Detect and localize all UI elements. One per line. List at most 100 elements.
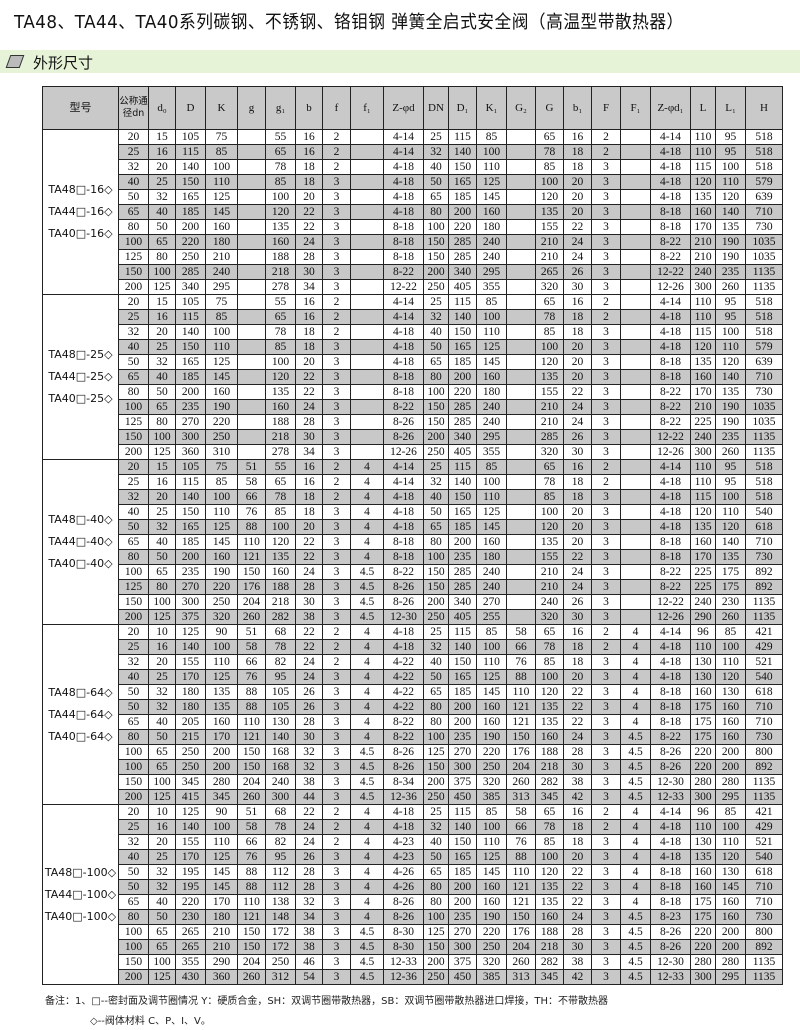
table-cell xyxy=(237,399,266,415)
table-cell xyxy=(620,264,651,280)
table-cell: 4.5 xyxy=(350,594,384,610)
table-cell: 82 xyxy=(265,654,296,670)
table-cell: 240 xyxy=(690,264,716,280)
table-cell: 165 xyxy=(448,174,477,190)
table-cell: 80 xyxy=(423,204,449,220)
column-header: D xyxy=(175,86,206,130)
table-cell: 42 xyxy=(563,969,592,985)
table-cell: 4 xyxy=(350,534,384,550)
table-row: 40 25 170 125 76 95 24 3 4 4-22 50 165 125 88 100 20 3 4 4… xyxy=(43,669,783,685)
model-cell: TA48□-64◇ TA44□-64◇ TA40□-64◇ xyxy=(42,624,119,805)
table-cell: 22 xyxy=(295,549,323,565)
table-cell: 18 xyxy=(563,654,592,670)
column-header: f₁ xyxy=(350,86,384,130)
table-cell: 130 xyxy=(715,684,746,700)
table-cell: 3 xyxy=(591,609,621,625)
table-cell: 22 xyxy=(563,684,592,700)
table-cell: 38 xyxy=(563,774,592,790)
table-cell: 518 xyxy=(745,474,783,490)
table-cell: 145 xyxy=(476,684,507,700)
column-header: K₁ xyxy=(476,86,507,130)
table-cell: 120 xyxy=(715,669,746,685)
table-cell: 1135 xyxy=(745,594,783,610)
table-cell: 290 xyxy=(205,954,238,970)
table-cell: 125 xyxy=(148,609,176,625)
table-cell: 200 xyxy=(448,699,477,715)
table-cell: 340 xyxy=(448,594,477,610)
table-cell: 80 xyxy=(423,879,449,895)
table-cell: 8-18 xyxy=(383,219,424,235)
table-row: 100 65 220 180 160 24 3 8-18 150 285 240 210 24 3 8-22… xyxy=(43,234,783,250)
table-cell: 115 xyxy=(690,159,716,175)
table-cell: 4.5 xyxy=(620,759,651,775)
table-cell: 12-33 xyxy=(383,954,424,970)
table-cell: 3 xyxy=(322,339,351,355)
table-cell: 710 xyxy=(745,714,783,730)
table-cell: 3 xyxy=(591,249,621,265)
table-cell: 385 xyxy=(476,789,507,805)
table-cell xyxy=(506,594,536,610)
table-row: 40 25 150 110 76 85 18 3 4 4-18 50 165 125 100 20 3 4-18… xyxy=(43,504,783,520)
table-cell: 90 xyxy=(205,624,238,640)
table-cell xyxy=(506,444,536,460)
table-cell: 2 xyxy=(322,819,351,835)
table-cell: 95 xyxy=(265,849,296,865)
table-cell: 4-18 xyxy=(650,819,691,835)
table-cell: 18 xyxy=(295,159,323,175)
table-cell: 40 xyxy=(423,159,449,175)
table-cell: 65 xyxy=(535,129,564,145)
table-cell: 135 xyxy=(715,219,746,235)
table-cell: 2 xyxy=(322,624,351,640)
table-cell: 18 xyxy=(295,489,323,505)
table-cell: 40 xyxy=(148,204,176,220)
table-cell: 4.5 xyxy=(350,939,384,955)
table-cell: 130 xyxy=(265,714,296,730)
table-cell: 88 xyxy=(237,879,266,895)
table-cell: 8-26 xyxy=(650,924,691,940)
table-cell: 140 xyxy=(175,324,206,340)
table-cell: 12-22 xyxy=(650,264,691,280)
table-cell xyxy=(350,144,384,160)
table-cell: 165 xyxy=(448,339,477,355)
table-cell: 120 xyxy=(535,519,564,535)
table-cell: 40 xyxy=(148,894,176,910)
table-cell: 225 xyxy=(690,564,716,580)
table-cell: 125 xyxy=(205,354,238,370)
table-cell: 160 xyxy=(715,729,746,745)
table-cell: 80 xyxy=(118,729,149,745)
table-cell: 3 xyxy=(322,174,351,190)
table-cell: 175 xyxy=(690,894,716,910)
table-cell: 172 xyxy=(265,939,296,955)
table-cell: 22 xyxy=(295,219,323,235)
table-cell: 4.5 xyxy=(620,924,651,940)
model-cell: TA48□-100◇ TA44□-100◇ TA40□-100◇ xyxy=(42,804,119,985)
table-cell: 240 xyxy=(535,594,564,610)
table-cell: 200 xyxy=(448,894,477,910)
table-cell xyxy=(506,219,536,235)
table-cell xyxy=(350,129,384,145)
table-cell: 32 xyxy=(148,864,176,880)
table-cell: 4.5 xyxy=(350,609,384,625)
table-cell: 518 xyxy=(745,324,783,340)
table-cell: 80 xyxy=(118,549,149,565)
table-cell: 100 xyxy=(118,744,149,760)
table-cell: 38 xyxy=(563,954,592,970)
table-cell: 95 xyxy=(715,474,746,490)
table-cell: 115 xyxy=(175,309,206,325)
table-cell: 4 xyxy=(620,834,651,850)
table-cell: 4-18 xyxy=(650,189,691,205)
table-cell: 100 xyxy=(476,474,507,490)
table-cell: 340 xyxy=(175,279,206,295)
table-cell: 282 xyxy=(265,609,296,625)
table-cell: 26 xyxy=(563,429,592,445)
table-cell: 85 xyxy=(535,834,564,850)
table-cell: 240 xyxy=(476,234,507,250)
table-cell: 3 xyxy=(591,759,621,775)
table-cell: 313 xyxy=(506,969,536,985)
table-cell: 345 xyxy=(535,969,564,985)
table-cell: 4 xyxy=(350,639,384,655)
table-cell: 65 xyxy=(118,534,149,550)
table-cell: 10 xyxy=(148,624,176,640)
table-cell: 175 xyxy=(690,729,716,745)
table-cell: 235 xyxy=(715,264,746,280)
